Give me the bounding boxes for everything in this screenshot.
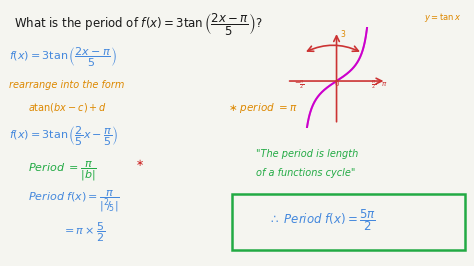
Text: $y = \tan x$: $y = \tan x$ bbox=[424, 11, 462, 24]
Text: of a functions cycle": of a functions cycle" bbox=[256, 168, 356, 178]
Text: $-\frac{\pi}{2}$: $-\frac{\pi}{2}$ bbox=[294, 78, 305, 92]
Text: "The period is length: "The period is length bbox=[256, 149, 358, 159]
Text: $f(x) = 3\tan\left(\dfrac{2x-\pi}{5}\right)$: $f(x) = 3\tan\left(\dfrac{2x-\pi}{5}\rig… bbox=[9, 45, 118, 69]
Text: Period $= \dfrac{\pi}{|b|}$: Period $= \dfrac{\pi}{|b|}$ bbox=[28, 160, 97, 183]
Text: $= \pi \times \dfrac{5}{2}$: $= \pi \times \dfrac{5}{2}$ bbox=[62, 221, 105, 244]
Text: $3$: $3$ bbox=[340, 28, 346, 39]
Bar bbox=[232, 194, 465, 250]
Text: $\pi$: $\pi$ bbox=[381, 81, 387, 89]
Text: $f(x)= 3\tan\left(\dfrac{2}{5}x - \dfrac{\pi}{5}\right)$: $f(x)= 3\tan\left(\dfrac{2}{5}x - \dfrac… bbox=[9, 125, 119, 148]
Text: What is the period of $f(x) = 3\tan\left(\dfrac{2x-\pi}{5}\right)$?: What is the period of $f(x) = 3\tan\left… bbox=[14, 11, 263, 37]
Text: $a\tan(bx-c)+d$: $a\tan(bx-c)+d$ bbox=[28, 101, 108, 114]
Text: $\ast$: $\ast$ bbox=[135, 157, 144, 168]
Text: $\frac{\pi}{2}$: $\frac{\pi}{2}$ bbox=[371, 78, 376, 92]
Text: $\ast$ period $= \pi$: $\ast$ period $= \pi$ bbox=[228, 101, 297, 115]
Text: rearrange into the form: rearrange into the form bbox=[9, 80, 125, 90]
Text: Period $f(x) = \dfrac{\pi}{|^2\!/\!_5|}$: Period $f(x) = \dfrac{\pi}{|^2\!/\!_5|}$ bbox=[28, 189, 120, 214]
Text: $\therefore$ Period $f(x) = \dfrac{5\pi}{2}$: $\therefore$ Period $f(x) = \dfrac{5\pi}… bbox=[268, 207, 376, 233]
Text: $0$: $0$ bbox=[334, 80, 339, 89]
